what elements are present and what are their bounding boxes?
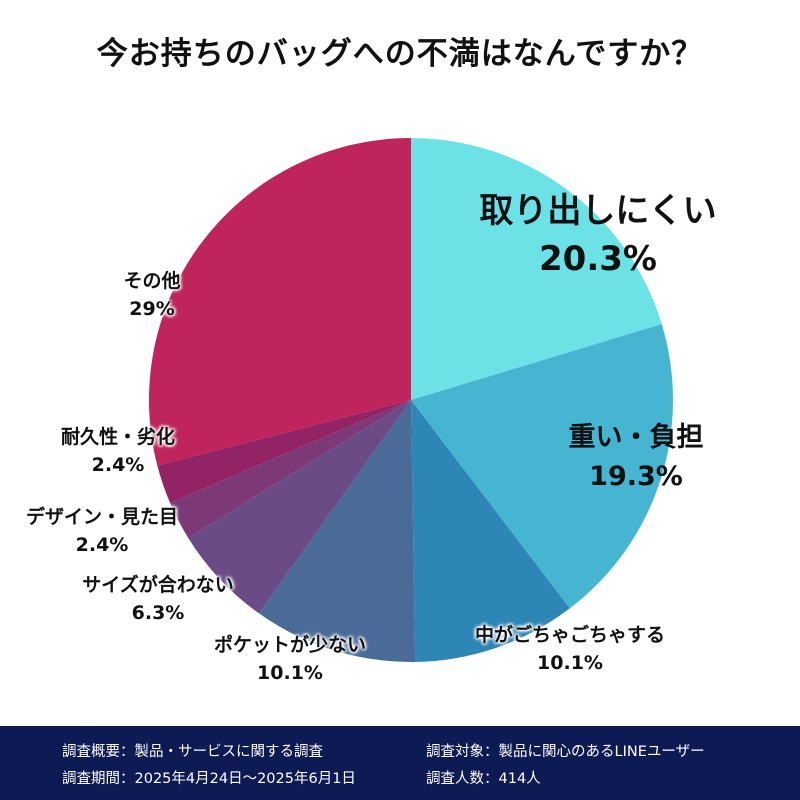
slice-label-name: 取り出しにくい <box>479 191 717 231</box>
slice-label-value: 10.1% <box>257 661 323 684</box>
slice-label-value: 10.1% <box>537 651 603 674</box>
slice-label: 重い・負担 19.3% <box>569 418 704 496</box>
pie-slice <box>170 400 411 539</box>
slice-label-name: デザイン・見た目 <box>25 506 179 528</box>
slice-label: 取り出しにくい 20.3% <box>479 188 716 283</box>
survey-target: 調査対象：製品に関心のあるLINEユーザー <box>426 744 705 760</box>
survey-footer: 調査概要：製品・サービスに関する調査 調査期間：2025年4月24日〜2025年… <box>0 726 800 800</box>
pie-slice <box>157 400 411 504</box>
survey-outline: 調査概要：製品・サービスに関する調査 <box>62 744 323 760</box>
slice-label-value: 19.3% <box>589 461 683 493</box>
pie-slice <box>188 400 411 614</box>
slice-label-value: 6.3% <box>131 601 185 624</box>
slice-label-name: 重い・負担 <box>568 422 704 453</box>
pie-slice <box>258 400 416 662</box>
slice-label-value: 20.3% <box>539 238 657 279</box>
slice-label-name: その他 <box>123 270 181 292</box>
slice-label: ポケットが少ない 10.1% <box>214 632 366 687</box>
slice-label-name: 耐久性・劣化 <box>60 426 176 448</box>
chart-title: 今お持ちのバッグへの不満はなんですか？ <box>96 36 704 72</box>
slice-label: サイズが合わない 6.3% <box>82 572 233 627</box>
survey-period: 調査期間：2025年4月24日〜2025年6月1日 <box>62 771 356 787</box>
pie-slice <box>411 138 662 400</box>
slice-label: その他 29% <box>123 268 180 323</box>
pie-slice <box>411 400 570 662</box>
pie-slice <box>411 324 674 609</box>
pie-slice <box>148 138 411 466</box>
slice-label: 耐久性・劣化 2.4% <box>61 424 175 479</box>
slice-label-name: サイズが合わない <box>82 574 234 596</box>
slice-label-name: ポケットが少ない <box>213 634 367 656</box>
slice-label-value: 2.4% <box>75 533 129 556</box>
survey-count: 調査人数：414人 <box>426 771 541 787</box>
slice-label-value: 29% <box>129 297 175 320</box>
slice-label-name: 中がごちゃごちゃする <box>474 624 666 646</box>
slice-label: デザイン・見た目 2.4% <box>26 504 178 559</box>
slice-label-value: 2.4% <box>91 453 145 476</box>
slice-label: 中がごちゃごちゃする 10.1% <box>475 622 665 677</box>
